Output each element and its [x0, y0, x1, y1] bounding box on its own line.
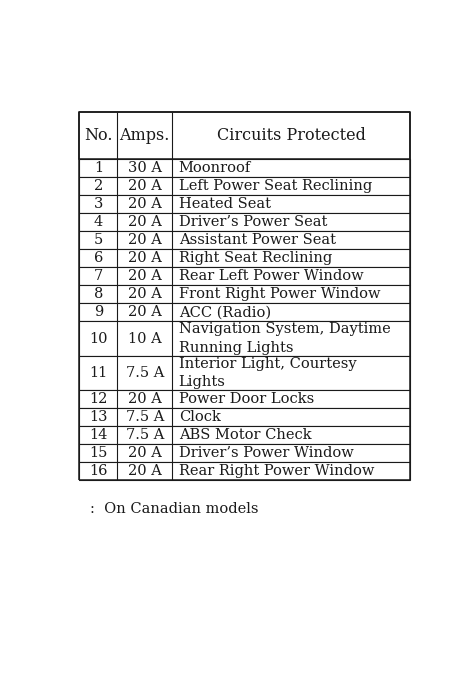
Text: 20 A: 20 A [128, 464, 162, 478]
Text: 20 A: 20 A [128, 215, 162, 229]
Text: Navigation System, Daytime: Navigation System, Daytime [179, 323, 391, 336]
Bar [80, 303, 410, 321]
Text: Driver’s Power Window: Driver’s Power Window [179, 447, 354, 460]
Text: 12: 12 [89, 392, 108, 407]
Bar [80, 390, 410, 409]
Text: Left Power Seat Reclining: Left Power Seat Reclining [179, 180, 372, 193]
Text: 30 A: 30 A [128, 162, 162, 175]
Bar [80, 268, 410, 286]
Text: 20 A: 20 A [128, 270, 162, 283]
Bar [80, 231, 410, 250]
Text: 20 A: 20 A [128, 392, 162, 407]
Text: 20 A: 20 A [128, 251, 162, 266]
Text: Circuits Protected: Circuits Protected [217, 127, 365, 144]
Text: 8: 8 [94, 288, 103, 301]
Bar [80, 195, 410, 213]
Text: Moonroof: Moonroof [179, 162, 251, 175]
Text: 5: 5 [94, 233, 103, 248]
Text: Front Right Power Window: Front Right Power Window [179, 288, 380, 301]
Text: Interior Light, Courtesy: Interior Light, Courtesy [179, 357, 356, 371]
Bar [80, 250, 410, 268]
Bar [80, 356, 410, 390]
Text: 6: 6 [94, 251, 103, 266]
Text: 15: 15 [89, 447, 108, 460]
Text: 7: 7 [94, 270, 103, 283]
Text: Right Seat Reclining: Right Seat Reclining [179, 251, 332, 266]
Text: 20 A: 20 A [128, 447, 162, 460]
Text: 13: 13 [89, 410, 108, 424]
Text: 20 A: 20 A [128, 180, 162, 193]
Bar [80, 178, 410, 195]
Text: Rear Right Power Window: Rear Right Power Window [179, 464, 374, 478]
Bar [80, 286, 410, 303]
Text: ABS Motor Check: ABS Motor Check [179, 429, 311, 442]
Text: 7.5 A: 7.5 A [126, 366, 164, 380]
Bar [80, 444, 410, 462]
Text: 2: 2 [94, 180, 103, 193]
Text: 14: 14 [89, 429, 108, 442]
Text: Amps.: Amps. [119, 127, 170, 144]
Text: 9: 9 [94, 305, 103, 319]
Text: 11: 11 [89, 366, 108, 380]
Text: Lights: Lights [179, 376, 226, 389]
Text: 4: 4 [94, 215, 103, 229]
Text: 16: 16 [89, 464, 108, 478]
Text: Driver’s Power Seat: Driver’s Power Seat [179, 215, 327, 229]
Text: Heated Seat: Heated Seat [179, 197, 271, 211]
Text: 20 A: 20 A [128, 288, 162, 301]
Text: 1: 1 [94, 162, 103, 175]
Bar [80, 160, 410, 178]
Bar [80, 427, 410, 444]
Text: 20 A: 20 A [128, 233, 162, 248]
Text: 20 A: 20 A [128, 197, 162, 211]
Bar [80, 111, 410, 160]
Text: :  On Canadian models: : On Canadian models [91, 502, 259, 515]
Text: 10 A: 10 A [128, 332, 162, 345]
Text: Assistant Power Seat: Assistant Power Seat [179, 233, 336, 248]
Bar [80, 321, 410, 356]
Text: 10: 10 [89, 332, 108, 345]
Text: Running Lights: Running Lights [179, 341, 293, 355]
Text: Rear Left Power Window: Rear Left Power Window [179, 270, 363, 283]
Bar [80, 213, 410, 231]
Bar [80, 462, 410, 480]
Text: Clock: Clock [179, 410, 220, 424]
Text: 7.5 A: 7.5 A [126, 410, 164, 424]
Text: ACC (Radio): ACC (Radio) [179, 305, 271, 319]
Text: 7.5 A: 7.5 A [126, 429, 164, 442]
Text: 20 A: 20 A [128, 305, 162, 319]
Text: No.: No. [84, 127, 113, 144]
Text: 3: 3 [94, 197, 103, 211]
Text: Power Door Locks: Power Door Locks [179, 392, 314, 407]
Bar [80, 409, 410, 427]
